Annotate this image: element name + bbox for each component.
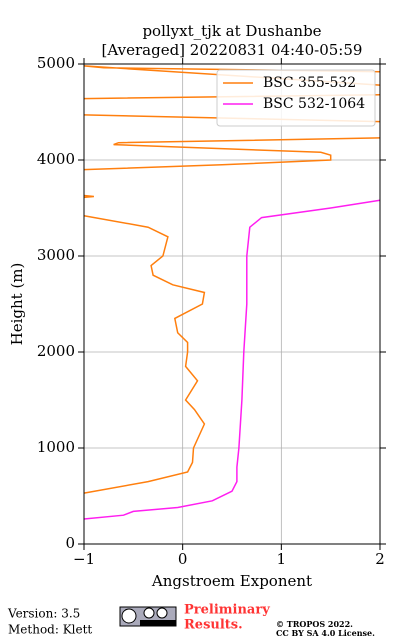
cc-logo	[119, 606, 177, 627]
y-tick-label: 0	[65, 534, 75, 552]
x-tick-label: −1	[73, 550, 95, 568]
y-tick-label: 4000	[37, 150, 75, 168]
copyright: CC BY SA 4.0 License.	[276, 628, 375, 638]
version: Version: 3.5	[7, 607, 80, 621]
legend-label: BSC 532-1064	[263, 96, 365, 112]
title-line: [Averaged] 20220831 04:40-05:59	[102, 41, 363, 59]
y-tick-label: 5000	[37, 54, 75, 72]
title-line: pollyxt_tjk at Dushanbe	[142, 22, 321, 40]
legend-label: BSC 355-532	[263, 75, 356, 91]
legend-box	[216, 69, 376, 127]
status: Results.	[184, 618, 243, 633]
profile-line	[83, 65, 381, 494]
x-tick-label: 1	[277, 550, 287, 568]
copyright: © TROPOS 2022.	[276, 619, 353, 629]
profile-line	[83, 199, 381, 520]
y-tick-label: 1000	[37, 438, 75, 456]
y-tick-label: 3000	[37, 246, 75, 264]
x-tick-label: 0	[178, 550, 188, 568]
x-axis-label: Angstroem Exponent	[151, 572, 312, 590]
status: Preliminary	[184, 603, 270, 618]
y-axis-label: Height (m)	[8, 263, 26, 346]
y-tick-label: 2000	[37, 342, 75, 360]
method: Method: Klett	[8, 623, 92, 637]
x-tick-label: 2	[375, 550, 385, 568]
plot-frame	[83, 63, 381, 545]
